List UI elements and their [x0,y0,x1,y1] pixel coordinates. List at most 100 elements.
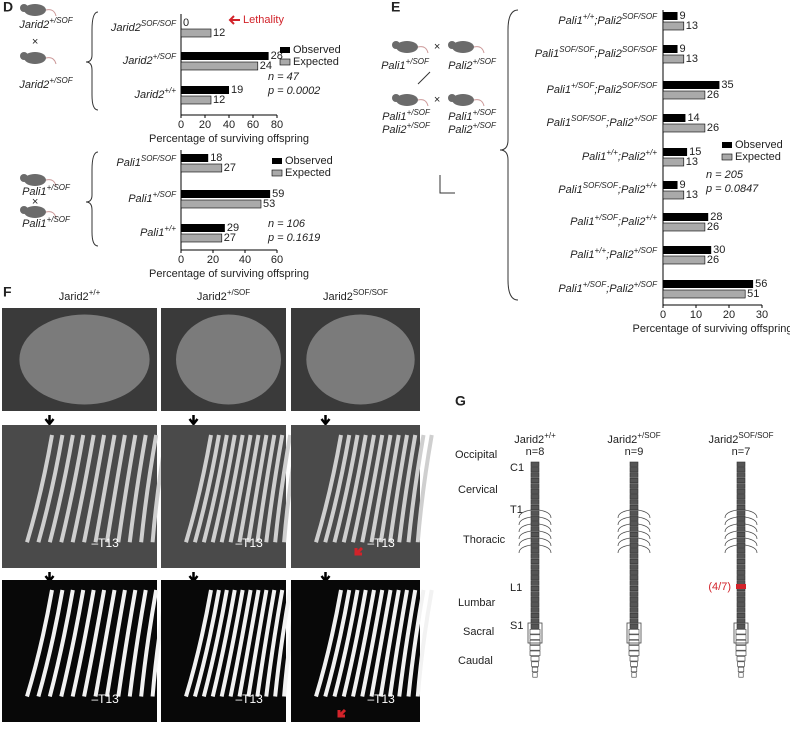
data-label: 30 [713,244,725,256]
rib [351,589,376,697]
vertebra [530,656,540,662]
region-label: Thoracic [463,534,506,546]
panel-label: E [391,0,400,15]
vertebra [629,477,639,484]
stat-text: p = 0.0002 [267,85,320,97]
rib [246,589,269,697]
vertebra [629,510,639,516]
bar [180,95,212,105]
category-label: Pali1SOF/SOF;Pali2+/+ [558,181,657,196]
x-tick-label: 60 [247,119,259,131]
x-tick-label: 30 [756,309,768,321]
rib [617,544,651,554]
x-axis-label: Percentage of surviving offspring [149,268,309,280]
rib [518,530,552,540]
mouse-icon [45,211,57,219]
vertebra [736,564,746,570]
stat-text: n = 106 [268,218,306,230]
vertebra [629,499,639,505]
rib [388,589,409,697]
vertebra [530,526,540,532]
vertebra [736,602,746,608]
vertebra [629,548,639,554]
vertebra [529,639,541,646]
legend-swatch [722,142,732,148]
rib [192,589,221,698]
mouse-icon [24,206,46,218]
vertebra [736,510,746,516]
annotation: Lethality [243,14,284,26]
data-label: 26 [707,221,719,233]
rib [341,434,368,543]
bar [662,289,746,299]
vertebra [530,596,540,602]
vertebra [736,575,746,581]
vertebra [530,585,540,592]
rib [184,434,213,543]
vertebra [735,639,747,646]
column-label: Jarid2+/+ [514,431,556,446]
vertebra [530,575,540,581]
mouse-icon [45,57,57,65]
rib [237,589,261,697]
x-tick-label: 0 [660,309,666,321]
rib [201,434,229,543]
bar [181,52,269,60]
vertebra [628,639,640,646]
rib [228,589,253,697]
rib [415,589,434,697]
embryo [176,314,281,405]
vertebra [737,661,745,667]
x-tick-label: 60 [271,254,283,266]
rib [47,589,75,698]
legend-swatch [271,169,283,177]
data-label: 26 [707,89,719,101]
rib [59,589,86,697]
mouse-icon [448,41,456,49]
bar [663,280,754,288]
vertebra [628,634,640,640]
column-label: Jarid2+/+ [59,288,101,303]
stat-text: n = 47 [268,71,300,83]
vertebra [736,526,746,532]
vertebra [629,618,639,624]
data-label: 29 [227,222,239,234]
vertebra [629,585,639,592]
category-label: Jarid2+/SOF [122,52,177,67]
vertebra [530,569,540,575]
brace [499,9,519,301]
vertebra [736,623,746,629]
layout [85,9,519,301]
vertebra [629,494,639,500]
vertebra [736,558,746,565]
n-label: n=8 [526,446,545,458]
rib [341,589,368,697]
legend-label: Expected [293,56,339,68]
vertebra [629,558,639,565]
vertebra [629,564,639,570]
vertebra [629,575,639,581]
bar [662,123,706,133]
rib [127,589,148,697]
n-label: n=9 [625,446,644,458]
down-arrow [188,415,199,427]
red-arrow [354,546,364,556]
bar [662,190,685,200]
genotype-label: Jarid2+/SOF [18,76,73,91]
rib [360,589,385,697]
legend-swatch [272,158,282,164]
bar [180,199,262,209]
rib [139,589,159,697]
bar [662,54,685,64]
category-label: Pali1+/+ [140,224,176,239]
bar [663,45,678,53]
rib [273,589,293,697]
rib [219,589,245,697]
vertebra [629,602,639,608]
data-label: 12 [213,94,225,106]
vertebra [529,629,541,635]
rib [36,589,65,698]
rib [264,434,285,543]
category-label: Pali1SOF/SOF [116,154,177,169]
column-label: Jarid2+/SOF [197,288,250,303]
